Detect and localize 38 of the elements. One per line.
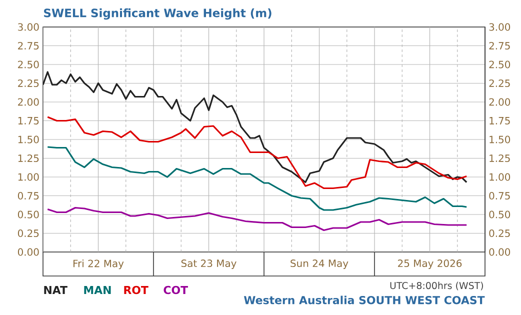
text: MAN — [84, 286, 111, 294]
x-tick-label: 25 May 2026 — [398, 260, 462, 269]
y-tick-label: 1.00 — [18, 173, 39, 181]
x-tick-label: Fri 22 May — [74, 260, 124, 270]
y-tick-label: 0.50 — [18, 210, 39, 218]
y-tick-label: 1.75 — [18, 117, 39, 124]
y-tick-label: 1.50 — [18, 136, 39, 144]
y2-tick-label: 1.25 — [490, 154, 510, 162]
y2-tick-label: 0.75 — [489, 192, 510, 200]
text: COT — [164, 286, 188, 294]
x-tick-label: Sat 23 May — [181, 260, 236, 269]
text: UTC+8:00hrs (WST) — [390, 282, 483, 290]
y2-tick-label: 2.00 — [489, 98, 510, 106]
y2-tick-label: 1.50 — [490, 136, 510, 144]
line-series — [43, 71, 468, 184]
text: NAT — [44, 286, 68, 294]
y2-tick-label: 1.00 — [490, 173, 510, 181]
text: Western Australia SOUTH WEST COAST — [244, 296, 485, 304]
y2-tick-label: 0.50 — [489, 210, 510, 218]
y2-tick-label: 2.50 — [489, 60, 510, 68]
y2-tick-label: 1.75 — [490, 117, 510, 124]
x-tick-label: Sun 24 May — [290, 260, 348, 269]
chart-title: SWELL Significant Wave Height (m) — [44, 8, 272, 20]
y-tick-label: 0.25 — [18, 229, 39, 238]
y-tick-label: 2.00 — [18, 98, 39, 106]
y-tick-label: 3.00 — [18, 23, 39, 31]
y-tick-label: 0.00 — [18, 248, 39, 256]
y2-tick-label: 2.25 — [489, 79, 510, 88]
y-tick-label: 0.75 — [18, 192, 39, 200]
text: ROT — [124, 286, 148, 294]
y-tick-label: 2.25 — [18, 79, 39, 88]
y2-tick-label: 3.00 — [489, 23, 510, 31]
y-tick-label: 2.75 — [18, 42, 39, 50]
y-tick-label: 1.25 — [18, 154, 39, 162]
y-tick-label: 2.50 — [18, 60, 39, 68]
y2-tick-label: 0.00 — [489, 248, 510, 256]
y2-tick-label: 0.25 — [489, 229, 510, 238]
y2-tick-label: 2.75 — [489, 42, 510, 50]
